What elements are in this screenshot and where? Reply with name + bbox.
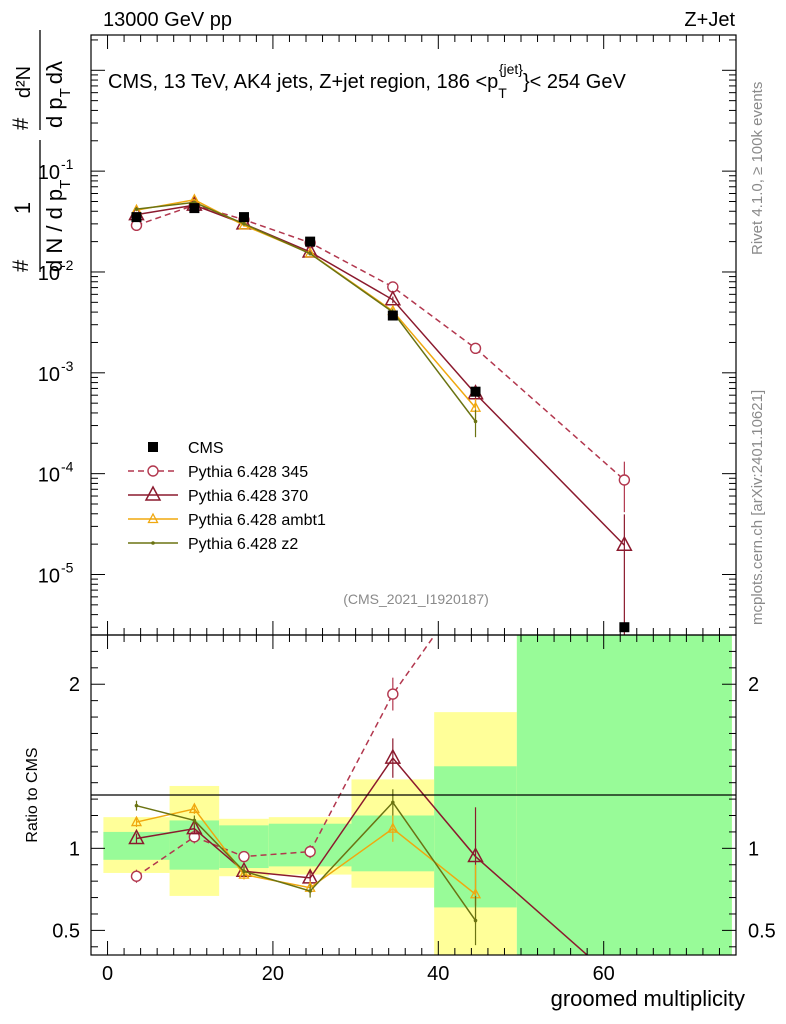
- main-marker-s0-b5: [469, 342, 482, 355]
- y-tick-exp-main-3: -2: [61, 257, 74, 273]
- ratio-marker-s3-b3: [308, 889, 312, 893]
- ratio-line-series-3: [136, 801, 477, 921]
- analysis-tag: (CMS_2021_I1920187): [343, 591, 489, 607]
- ratio-marker-s0-b5: [471, 573, 481, 583]
- y-tick-label-ratio-right-1: 1: [748, 838, 759, 860]
- x-tick-label-40: 40: [427, 963, 449, 985]
- ylabel-frac1-num: 1: [10, 202, 35, 214]
- ylabel-frac2-num: d²N: [13, 66, 35, 98]
- main-marker-s3-b2: [242, 222, 246, 226]
- ratio-marker-s2-b1: [188, 802, 200, 814]
- y-tick-label-main-3: 10: [38, 263, 60, 285]
- cms-data-point-3: [305, 236, 316, 247]
- main-marker-s3-b3: [308, 251, 312, 256]
- y-tick-label-main-4: 10: [38, 162, 60, 184]
- header-energy-label: 13000 GeV pp: [103, 9, 232, 31]
- header-process-label: Z+Jet: [684, 9, 735, 31]
- rivet-version-label: Rivet 4.1.0, ≥ 100k events: [749, 82, 766, 255]
- ratio-marker-s3-b1: [192, 818, 197, 823]
- ratio-marker-s3-b0: [134, 803, 139, 808]
- cms-data-point-1: [189, 203, 200, 214]
- x-tick-label-20: 20: [262, 963, 284, 985]
- cms-data-point-6: [619, 622, 630, 633]
- ratio-ylabel: Ratio to CMS: [24, 747, 41, 842]
- y-tick-label-ratio-left-1: 1: [69, 838, 80, 860]
- main-ylabel: # 1 d N / d pT # d²N d pTdλ: [8, 30, 74, 272]
- cms-data-point-4: [387, 310, 398, 321]
- ratio-uncertainty-bands: [103, 635, 732, 955]
- legend-label-cms: CMS: [188, 440, 224, 457]
- ratio-marker-s2-b0: [130, 815, 143, 827]
- main-marker-s3-b5: [473, 419, 478, 424]
- y-tick-label-main-1: 10: [38, 465, 60, 487]
- main-line-series-3: [136, 201, 477, 422]
- main-line-series-2: [136, 198, 477, 409]
- y-tick-exp-main-1: -4: [61, 459, 74, 475]
- main-panel-series: [128, 193, 633, 635]
- legend: CMS Pythia 6.428 345 Pythia 6.428 370 Pythi…: [128, 440, 326, 553]
- ratio-marker-s1-b1: [186, 819, 203, 835]
- main-marker-s1-b6: [616, 535, 633, 551]
- x-tick-label-60: 60: [593, 963, 615, 985]
- legend-marker-1: [144, 485, 162, 501]
- y-tick-label-main-0: 10: [38, 565, 60, 587]
- legend-label-0: Pythia 6.428 345: [188, 464, 308, 481]
- band-inner-6: [516, 635, 732, 955]
- ratio-marker-s1-b0: [128, 828, 145, 845]
- cms-data-point-2: [238, 212, 249, 223]
- legend-label-3: Pythia 6.428 z2: [188, 536, 298, 553]
- ylabel-hash-2: #: [8, 117, 33, 130]
- y-tick-label-ratio-right-0: 0.5: [748, 920, 776, 942]
- main-marker-s3-b0: [134, 207, 139, 211]
- cms-data-point-0: [131, 212, 142, 223]
- ratio-marker-s0-b4: [387, 688, 399, 700]
- x-axis-label: groomed multiplicity: [551, 986, 745, 1011]
- y-tick-label-main-2: 10: [38, 364, 60, 386]
- ratio-marker-s0-b3: [304, 845, 316, 858]
- legend-label-1: Pythia 6.428 370: [188, 488, 308, 505]
- cms-data-point-5: [470, 386, 481, 397]
- ratio-marker-s2-b4: [387, 822, 399, 833]
- ratio-marker-s2-b2: [238, 868, 250, 879]
- y-tick-exp-main-4: -1: [61, 156, 74, 172]
- legend-marker-cms: [148, 442, 158, 452]
- legend-label-2: Pythia 6.428 ambt1: [188, 512, 326, 529]
- chart-title: CMS, 13 TeV, AK4 jets, Z+jet region, 186…: [108, 61, 626, 101]
- x-tick-label-0: 0: [102, 963, 113, 985]
- legend-marker-0: [147, 465, 159, 477]
- ratio-marker-s1-b4: [384, 748, 402, 764]
- main-marker-s0-b6: [618, 474, 631, 486]
- legend-marker-3: [151, 541, 155, 545]
- ylabel-frac1-den: d N / d pT: [42, 180, 74, 272]
- ratio-marker-s3-b2: [242, 869, 246, 874]
- ratio-marker-s0-b2: [238, 850, 250, 863]
- ratio-marker-s0-b0: [130, 870, 143, 882]
- y-tick-exp-main-2: -3: [61, 358, 74, 374]
- ratio-panel-series: [128, 573, 589, 955]
- ylabel-frac2-den: d pTdλ: [42, 61, 74, 128]
- ylabel-hash-1: #: [8, 259, 33, 272]
- y-tick-label-ratio-left-2: 2: [69, 674, 80, 696]
- main-line-series-0: [136, 204, 625, 481]
- ratio-marker-s1-b5: [467, 846, 484, 863]
- ratio-marker-s3-b5: [473, 918, 478, 923]
- ratio-marker-s3-b4: [391, 800, 395, 805]
- y-tick-label-ratio-right-2: 2: [748, 674, 759, 696]
- y-tick-label-ratio-left-0: 0.5: [52, 920, 80, 942]
- y-tick-exp-main-0: -5: [61, 559, 74, 575]
- mcplots-label: mcplots.cern.ch [arXiv:2401.10621]: [749, 390, 766, 625]
- legend-marker-2: [147, 512, 159, 524]
